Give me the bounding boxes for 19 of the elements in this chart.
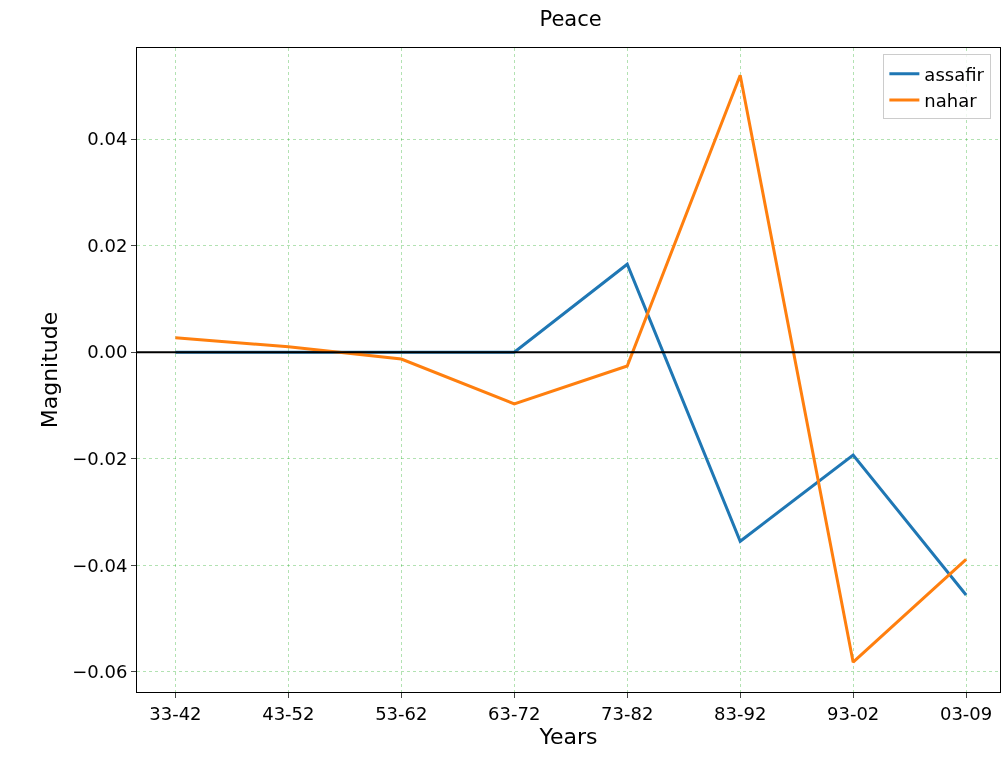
x-tick-label: 33-42 — [149, 702, 202, 724]
x-tick-label: 93-02 — [826, 702, 880, 724]
y-tick-label: −0.06 — [72, 661, 128, 683]
x-tick-label: 63-72 — [488, 702, 541, 724]
x-axis-title: Years — [538, 724, 598, 750]
y-tick-label: −0.04 — [72, 554, 128, 576]
legend-label: assafir — [924, 63, 985, 85]
x-tick-label: 03-09 — [939, 702, 993, 724]
y-tick-label: −0.02 — [72, 447, 128, 469]
y-tick-label: 0.02 — [87, 234, 128, 256]
y-tick-label: 0.00 — [87, 341, 128, 363]
legend-label: nahar — [924, 90, 978, 112]
chart-title: Peace — [539, 7, 602, 32]
x-tick-label: 73-82 — [601, 702, 654, 724]
x-tick-label: 53-62 — [375, 702, 428, 724]
y-axis-title: Magnitude — [37, 311, 63, 429]
x-tick-label: 83-92 — [714, 702, 767, 724]
x-tick-label: 43-52 — [262, 702, 315, 724]
y-tick-label: 0.04 — [87, 128, 128, 150]
